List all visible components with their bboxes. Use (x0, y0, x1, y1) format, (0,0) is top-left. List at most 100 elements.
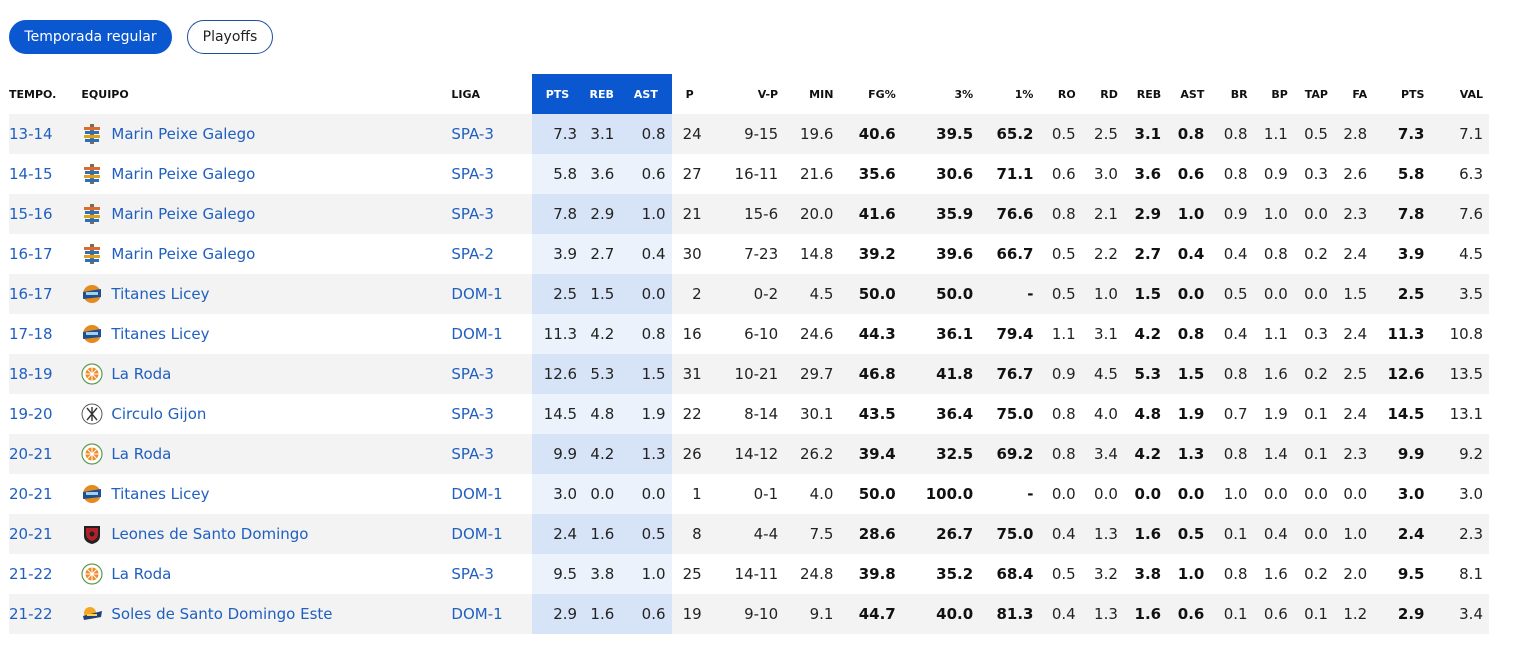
table-row: 13-14 Marin Peixe Galego SPA-3 7.3 3.1 0.8 24 9… (9, 114, 1489, 154)
col-header-ast[interactable]: AST (1180, 87, 1205, 101)
season-type-tabs: Temporada regular Playoffs (9, 20, 273, 54)
team-link[interactable]: Titanes Licey (111, 285, 210, 303)
3pt-pct-cell: 39.6 (936, 245, 974, 263)
league-link[interactable]: SPA-2 (451, 245, 494, 263)
leones-logo-icon (81, 523, 103, 545)
col-header-ft-pct[interactable]: 1% (1014, 87, 1034, 101)
team-link[interactable]: La Roda (111, 565, 172, 583)
season-cell: 20-21 (9, 474, 81, 514)
season-link[interactable]: 21-22 (9, 565, 53, 583)
league-link[interactable]: SPA-3 (451, 445, 494, 463)
minutes-cell: 14.8 (800, 245, 834, 263)
pts-cell: 14.5 (1387, 405, 1425, 423)
reb-cell: 4.2 (1134, 445, 1162, 463)
col-header-games[interactable]: P (685, 87, 694, 101)
team-link[interactable]: Marin Peixe Galego (111, 165, 256, 183)
team-link[interactable]: Titanes Licey (111, 485, 210, 503)
table-row: 16-17 Titanes Licey DOM-1 2.5 1.5 0.0 2 0-2 4.5 5… (9, 274, 1489, 314)
col-header-pts[interactable]: PTS (1400, 87, 1425, 101)
team-link[interactable]: La Roda (111, 445, 172, 463)
season-link[interactable]: 19-20 (9, 405, 53, 423)
season-link[interactable]: 21-22 (9, 605, 53, 623)
games-cell: 25 (682, 565, 702, 583)
team-link[interactable]: Soles de Santo Domingo Este (111, 605, 333, 623)
games-cell: 2 (692, 285, 702, 303)
season-link[interactable]: 20-21 (9, 485, 53, 503)
league-link[interactable]: DOM-1 (451, 285, 503, 303)
team-link[interactable]: La Roda (111, 365, 172, 383)
reb-highlight-cell: 2.9 (583, 194, 621, 234)
season-link[interactable]: 15-16 (9, 205, 53, 223)
col-header-ast-highlight[interactable]: AST (620, 74, 672, 114)
season-cell: 20-21 (9, 434, 81, 474)
team-wrapper: Marin Peixe Galego (81, 203, 451, 225)
league-link[interactable]: DOM-1 (451, 525, 503, 543)
ft-pct-cell: 68.4 (996, 565, 1034, 583)
team-link[interactable]: Titanes Licey (111, 325, 210, 343)
col-header-blocks[interactable]: TAP (1304, 87, 1328, 101)
team-cell: Circulo Gijon (81, 394, 451, 434)
games-cell: 19 (682, 605, 702, 623)
col-header-steals[interactable]: BR (1230, 87, 1248, 101)
league-link[interactable]: SPA-3 (451, 365, 494, 383)
minutes-cell: 7.5 (809, 525, 834, 543)
tab-regular-season[interactable]: Temporada regular (9, 20, 172, 54)
fg-pct-cell: 50.0 (858, 285, 896, 303)
team-cell: La Roda (81, 554, 451, 594)
tab-playoffs[interactable]: Playoffs (187, 20, 273, 54)
fg-pct-cell: 39.8 (858, 565, 896, 583)
season-link[interactable]: 20-21 (9, 445, 53, 463)
league-link[interactable]: SPA-3 (451, 125, 494, 143)
reb-highlight-cell: 4.2 (583, 434, 621, 474)
ast-highlight-cell: 0.6 (620, 154, 672, 194)
league-link[interactable]: DOM-1 (451, 485, 503, 503)
col-header-3pt-pct[interactable]: 3% (954, 87, 974, 101)
season-link[interactable]: 18-19 (9, 365, 53, 383)
fouls-cell: 1.0 (1343, 525, 1368, 543)
col-header-pts-highlight[interactable]: PTS (531, 74, 584, 114)
league-link[interactable]: SPA-3 (451, 165, 494, 183)
fg-pct-cell: 28.6 (858, 525, 896, 543)
col-header-fouls[interactable]: FA (1352, 87, 1368, 101)
fg-pct-cell: 39.2 (858, 245, 896, 263)
reb-highlight-cell: 4.8 (583, 394, 621, 434)
season-link[interactable]: 20-21 (9, 525, 53, 543)
col-header-league[interactable]: LIGA (451, 87, 481, 101)
def-reb-cell: 3.0 (1094, 165, 1118, 183)
league-link[interactable]: SPA-3 (451, 205, 494, 223)
team-link[interactable]: Marin Peixe Galego (111, 205, 256, 223)
team-link[interactable]: Leones de Santo Domingo (111, 525, 309, 543)
3pt-pct-cell: 36.4 (936, 405, 974, 423)
ast-cell: 1.9 (1177, 405, 1205, 423)
league-link[interactable]: DOM-1 (451, 605, 503, 623)
col-header-team[interactable]: EQUIPO (81, 87, 129, 101)
col-header-val[interactable]: VAL (1459, 87, 1483, 101)
season-link[interactable]: 17-18 (9, 325, 53, 343)
league-link[interactable]: DOM-1 (451, 325, 503, 343)
games-cell: 21 (682, 205, 702, 223)
col-header-season[interactable]: TEMPO. (9, 87, 57, 101)
fouls-cell: 0.0 (1343, 485, 1368, 503)
col-header-reb-highlight[interactable]: REB (583, 74, 621, 114)
season-link[interactable]: 13-14 (9, 125, 53, 143)
col-header-turnovers[interactable]: BP (1271, 87, 1288, 101)
league-link[interactable]: SPA-3 (451, 565, 494, 583)
team-link[interactable]: Marin Peixe Galego (111, 125, 256, 143)
col-header-reb[interactable]: REB (1136, 87, 1162, 101)
team-cell: Titanes Licey (81, 474, 451, 514)
fouls-cell: 2.6 (1343, 165, 1368, 183)
team-link[interactable]: Marin Peixe Galego (111, 245, 256, 263)
col-header-def-reb[interactable]: RD (1100, 87, 1118, 101)
team-link[interactable]: Circulo Gijon (111, 405, 207, 423)
league-link[interactable]: SPA-3 (451, 405, 494, 423)
col-header-minutes[interactable]: MIN (809, 87, 834, 101)
season-link[interactable]: 16-17 (9, 285, 53, 303)
season-link[interactable]: 16-17 (9, 245, 53, 263)
fg-pct-cell: 41.6 (858, 205, 896, 223)
col-header-off-reb[interactable]: RO (1057, 87, 1076, 101)
season-link[interactable]: 14-15 (9, 165, 53, 183)
col-header-win-loss[interactable]: V-P (757, 87, 779, 101)
steals-cell: 0.8 (1223, 445, 1248, 463)
col-header-fg-pct[interactable]: FG% (868, 87, 896, 101)
games-cell: 22 (682, 405, 702, 423)
